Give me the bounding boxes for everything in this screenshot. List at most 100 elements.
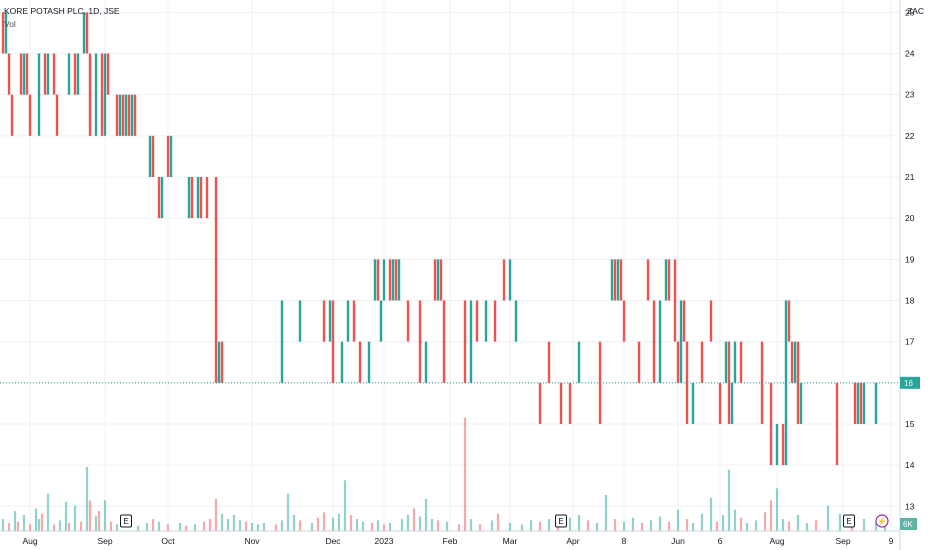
candle[interactable]	[622, 300, 626, 342]
candle[interactable]	[121, 94, 125, 136]
candle[interactable]	[7, 53, 11, 95]
candle[interactable]	[559, 382, 563, 424]
candle[interactable]	[67, 53, 71, 95]
candle[interactable]	[160, 177, 164, 219]
candle[interactable]	[424, 341, 428, 383]
candle[interactable]	[469, 300, 473, 383]
candle[interactable]	[19, 53, 23, 95]
candle[interactable]	[439, 259, 443, 301]
candle[interactable]	[298, 300, 302, 342]
candle[interactable]	[199, 177, 203, 219]
candle[interactable]	[493, 300, 497, 342]
candle[interactable]	[652, 300, 656, 383]
candle[interactable]	[406, 300, 410, 342]
candle[interactable]	[1, 12, 5, 54]
candle[interactable]	[346, 300, 350, 342]
candle[interactable]	[658, 300, 662, 383]
candle[interactable]	[730, 382, 734, 424]
candle[interactable]	[793, 341, 797, 383]
candle[interactable]	[115, 94, 119, 136]
candle[interactable]	[37, 53, 41, 136]
candle[interactable]	[124, 94, 128, 136]
candle[interactable]	[547, 341, 551, 383]
candle[interactable]	[382, 259, 386, 301]
candle[interactable]	[46, 53, 50, 95]
candle[interactable]	[484, 300, 488, 342]
candle[interactable]	[94, 53, 98, 136]
candle[interactable]	[55, 94, 59, 136]
candle[interactable]	[106, 53, 110, 95]
candle[interactable]	[43, 53, 47, 95]
candle[interactable]	[739, 341, 743, 383]
earnings-event-icon[interactable]	[843, 514, 855, 528]
candle[interactable]	[787, 300, 791, 342]
candle[interactable]	[835, 382, 839, 466]
candle[interactable]	[187, 177, 191, 219]
candle[interactable]	[82, 12, 86, 54]
candle[interactable]	[280, 300, 284, 383]
candle[interactable]	[118, 94, 122, 136]
candle[interactable]	[514, 300, 518, 342]
candle[interactable]	[133, 94, 137, 136]
candle[interactable]	[724, 341, 728, 383]
candle[interactable]	[856, 382, 860, 424]
volume-label[interactable]: Vol	[4, 19, 16, 29]
candle[interactable]	[52, 53, 56, 95]
candle[interactable]	[214, 177, 218, 383]
candle[interactable]	[73, 53, 77, 95]
candle[interactable]	[340, 341, 344, 383]
candle[interactable]	[418, 300, 422, 383]
candle[interactable]	[442, 300, 446, 383]
candle[interactable]	[646, 259, 650, 301]
earnings-event-icon[interactable]	[555, 514, 567, 528]
candle[interactable]	[613, 259, 617, 301]
candle[interactable]	[76, 53, 80, 95]
candle[interactable]	[433, 259, 437, 301]
candle[interactable]	[25, 53, 29, 95]
candle[interactable]	[682, 300, 686, 342]
candle[interactable]	[718, 382, 722, 424]
candle[interactable]	[538, 382, 542, 424]
candle[interactable]	[322, 300, 326, 342]
candle[interactable]	[610, 259, 614, 301]
candle[interactable]	[352, 300, 356, 342]
candle[interactable]	[85, 12, 89, 54]
candle[interactable]	[157, 177, 161, 219]
candle[interactable]	[775, 423, 779, 466]
candle[interactable]	[358, 341, 362, 383]
candle[interactable]	[790, 341, 794, 383]
candle[interactable]	[367, 341, 371, 383]
candle[interactable]	[373, 259, 377, 301]
candle[interactable]	[190, 177, 194, 219]
candle[interactable]	[379, 300, 383, 342]
candle[interactable]	[328, 300, 332, 342]
currency-label[interactable]: ZAC	[907, 6, 924, 16]
lightning-event-icon[interactable]	[875, 514, 889, 528]
candle[interactable]	[88, 53, 92, 136]
candle[interactable]	[103, 53, 107, 136]
candle[interactable]	[679, 300, 683, 383]
candle[interactable]	[10, 94, 14, 136]
candle[interactable]	[151, 135, 155, 177]
candle[interactable]	[205, 177, 209, 219]
candle[interactable]	[664, 259, 668, 301]
candle[interactable]	[331, 300, 335, 383]
candle[interactable]	[127, 94, 131, 136]
candle[interactable]	[733, 341, 737, 383]
candle[interactable]	[781, 423, 785, 466]
candle[interactable]	[862, 382, 866, 424]
candle[interactable]	[568, 382, 572, 424]
candle[interactable]	[859, 382, 863, 424]
candle[interactable]	[874, 382, 878, 424]
event-markers[interactable]: E E E ⚡	[120, 514, 889, 528]
candle[interactable]	[799, 382, 803, 424]
candle[interactable]	[22, 53, 26, 95]
candle[interactable]	[673, 259, 677, 342]
candle[interactable]	[388, 259, 392, 301]
candle[interactable]	[769, 382, 773, 466]
candle[interactable]	[853, 382, 857, 424]
candle[interactable]	[667, 259, 671, 301]
candle[interactable]	[709, 300, 713, 342]
candle[interactable]	[676, 341, 680, 383]
